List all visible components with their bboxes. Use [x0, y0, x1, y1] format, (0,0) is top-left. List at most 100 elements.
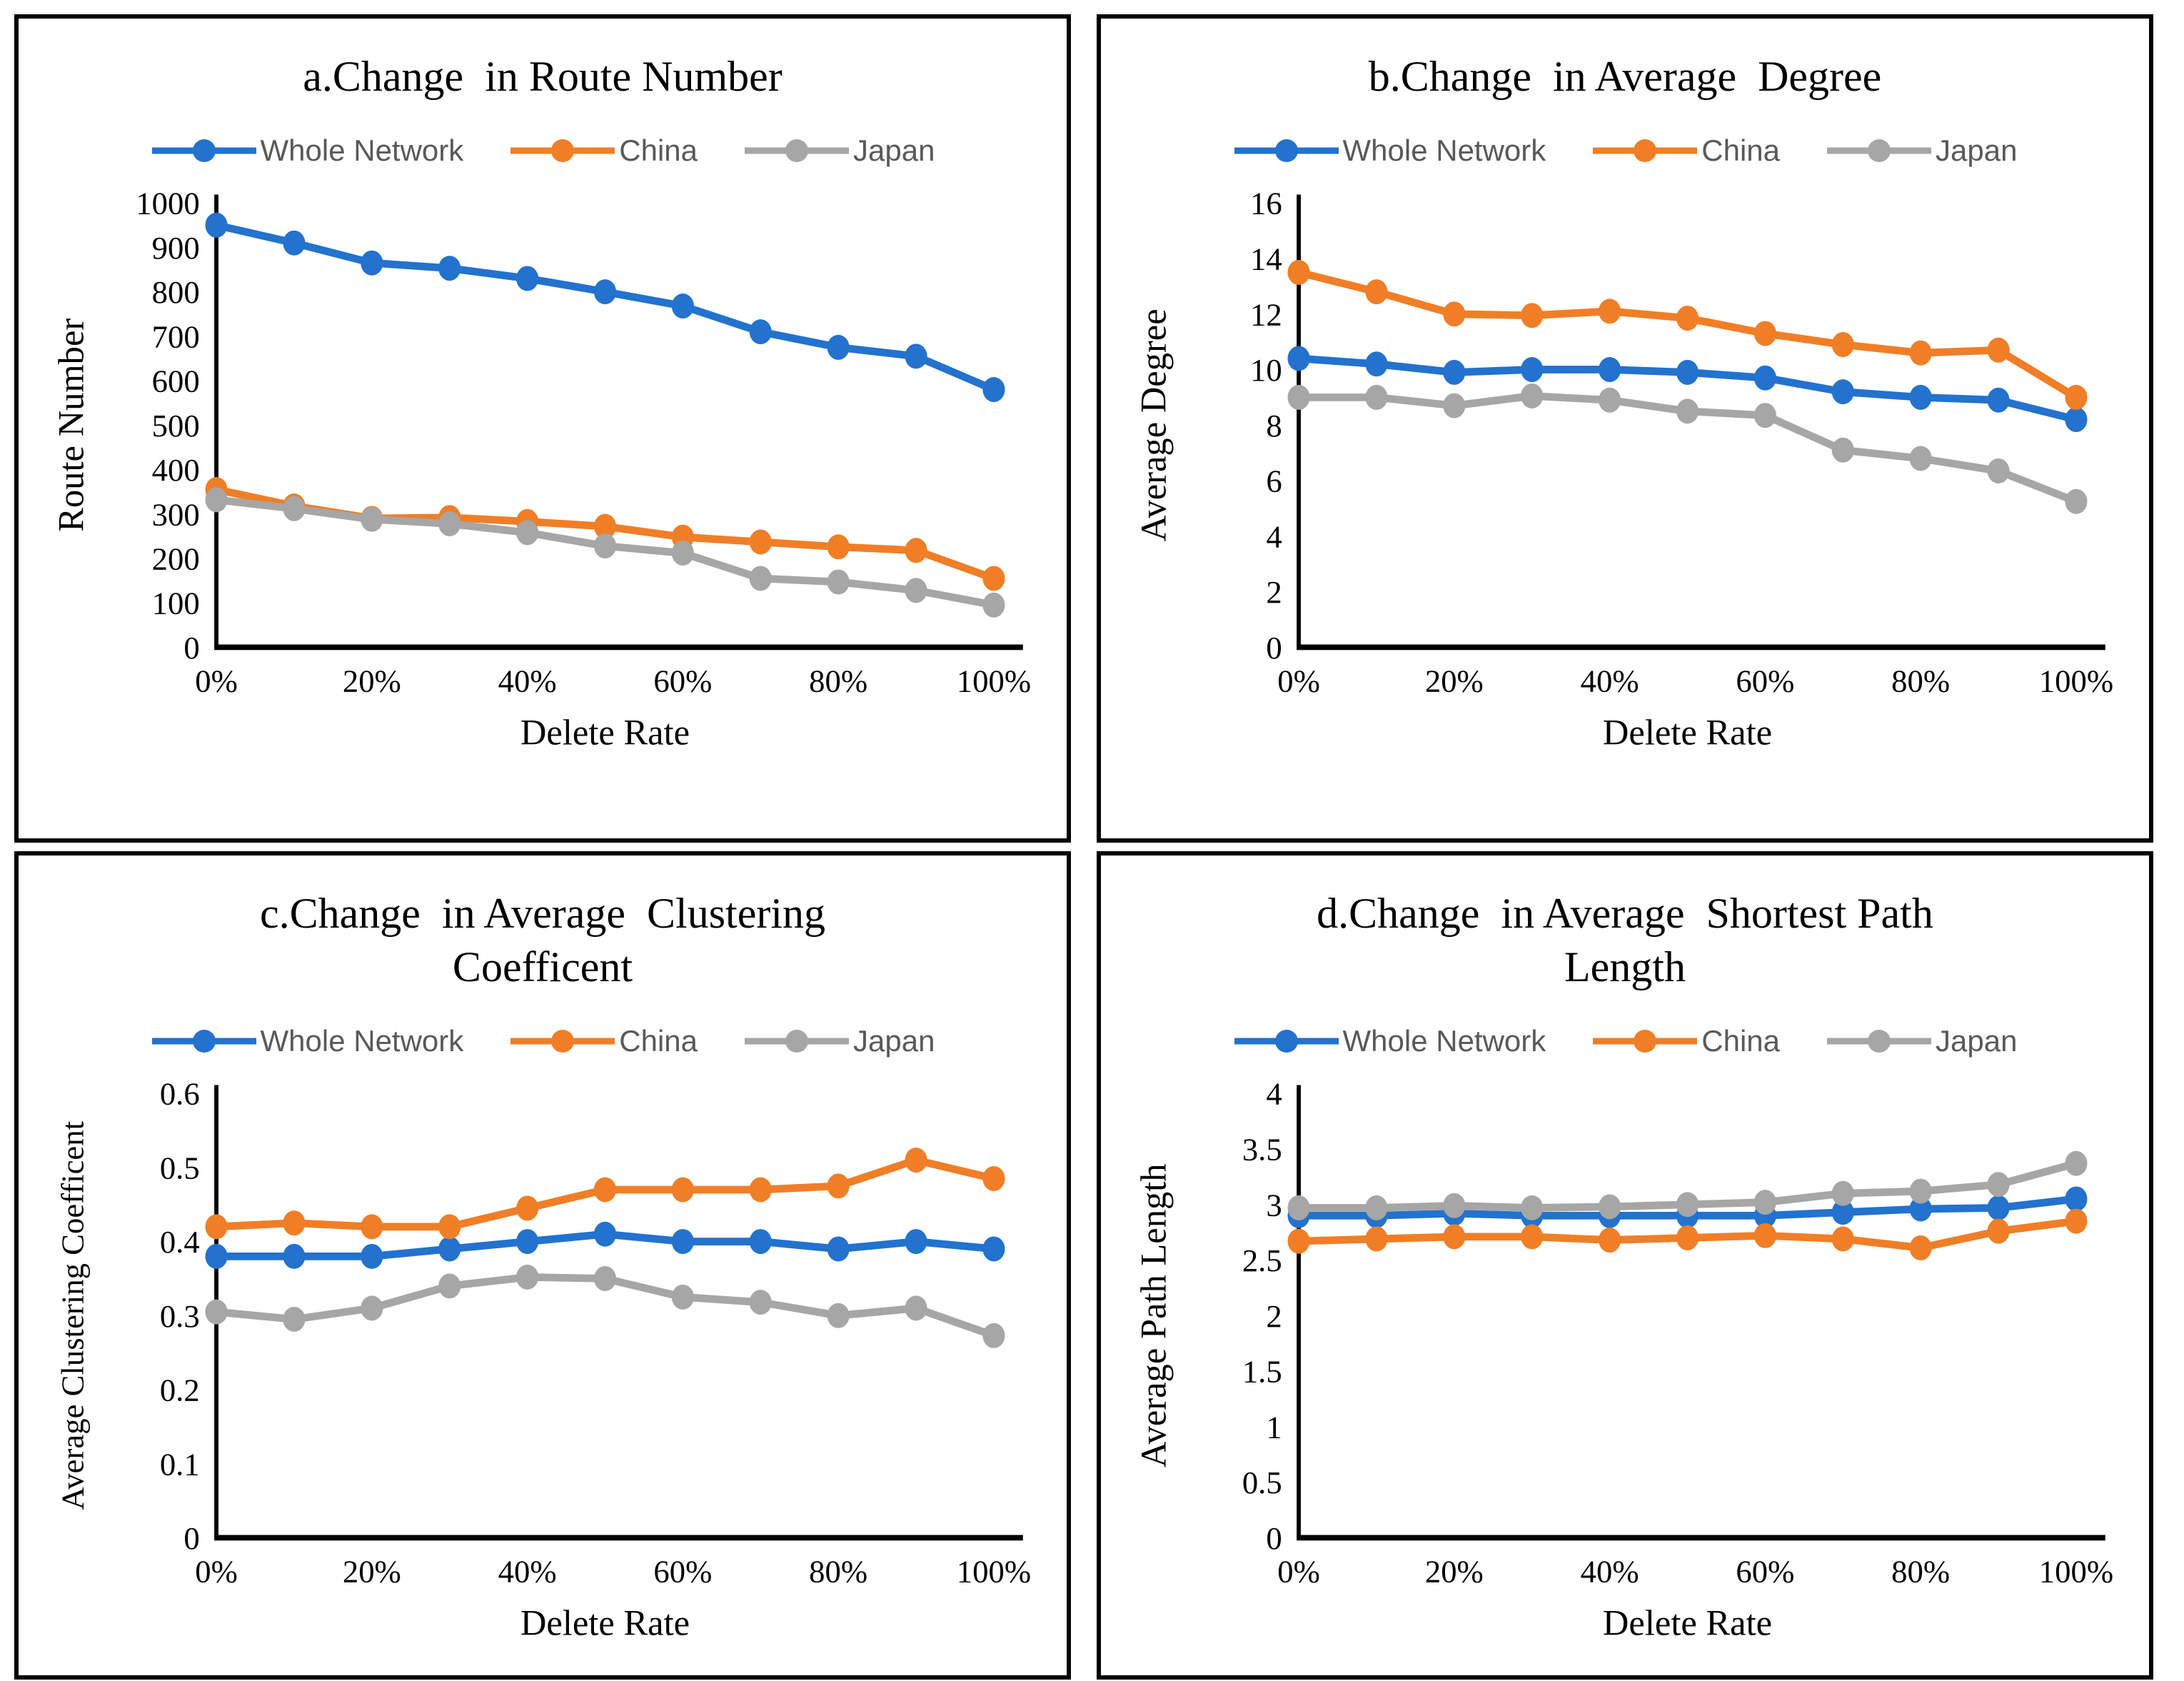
legend-item-china: China	[1591, 134, 1780, 168]
x-tick-label: 0%	[195, 1554, 238, 1590]
x-tick-label: 60%	[1736, 663, 1794, 699]
data-point-china	[1987, 1218, 2010, 1244]
series-line-whole-network	[212, 221, 998, 393]
x-tick-label: 20%	[1425, 1554, 1484, 1590]
data-point-whole-network	[1831, 1200, 1854, 1225]
data-point-japan	[593, 1265, 617, 1291]
x-tick-label: 40%	[1581, 1554, 1639, 1590]
line-dot-marker-icon	[1234, 1030, 1339, 1053]
data-point-china	[1753, 1223, 1776, 1248]
data-point-japan	[205, 1299, 228, 1325]
data-point-china	[1521, 1224, 1544, 1250]
y-axis-title: Average Path Length	[1133, 1163, 1173, 1467]
y-tick-label: 2.5	[1242, 1243, 1282, 1278]
x-tick-label: 60%	[1736, 1554, 1794, 1590]
y-tick-label: 500	[152, 408, 200, 443]
legend-label: China	[619, 1024, 698, 1058]
line-dot-marker-icon	[151, 139, 256, 162]
data-point-whole-network	[593, 279, 617, 305]
x-tick-label: 40%	[498, 1554, 557, 1590]
x-tick-label: 60%	[653, 663, 712, 699]
clustering-coefficient-line-chart: 0 0.1 0.2 0.3 0.4 0.5 0.6 0% 20% 40% 60% 80% 100% Del…	[54, 1076, 1031, 1643]
x-axis-title: Delete Rate	[1603, 713, 1772, 753]
data-point-whole-network	[1521, 357, 1544, 383]
data-point-japan	[1676, 398, 1699, 424]
data-point-japan	[1287, 1195, 1310, 1220]
data-point-whole-network	[1443, 359, 1466, 385]
data-point-japan	[1753, 403, 1776, 428]
data-point-japan	[283, 1306, 306, 1332]
data-point-china	[1287, 1228, 1310, 1254]
data-point-whole-network	[1599, 357, 1621, 383]
data-point-china	[1676, 1225, 1699, 1250]
chart-a-title: a.Change in Route Number	[303, 53, 782, 100]
series-china	[205, 1148, 1005, 1240]
y-axis-title: Route Number	[51, 318, 91, 532]
legend-label: China	[619, 134, 698, 167]
chart-a-legend: Whole Network China Japan	[151, 134, 935, 168]
data-point-whole-network	[905, 343, 927, 369]
data-point-japan	[1443, 1193, 1466, 1218]
series-japan	[1287, 1150, 2088, 1220]
series-japan	[1287, 383, 2088, 514]
data-point-japan	[1987, 1172, 2010, 1198]
data-point-japan	[905, 1295, 927, 1321]
y-tick-label: 400	[152, 452, 200, 488]
x-tick-label: 40%	[1581, 663, 1639, 699]
y-tick-label: 800	[152, 274, 200, 310]
data-point-china	[283, 1210, 306, 1236]
data-point-japan	[2065, 488, 2088, 514]
legend-label: Japan	[1936, 134, 2018, 167]
data-point-japan	[1909, 446, 1932, 471]
series-japan	[205, 487, 1005, 618]
line-dot-marker-icon	[510, 1030, 615, 1053]
data-point-china	[593, 1177, 617, 1203]
data-point-japan	[1831, 1180, 1854, 1206]
data-point-japan	[1831, 437, 1854, 463]
data-point-whole-network	[1987, 1195, 2010, 1220]
legend-label: Japan	[1936, 1024, 2018, 1058]
data-point-china	[1987, 337, 2010, 363]
y-tick-label: 0.3	[160, 1298, 200, 1334]
panel-b-average-degree: b.Change in Average Degree Whole Network…	[1097, 14, 2153, 843]
data-point-china	[982, 566, 1005, 591]
y-tick-label: 0.5	[160, 1150, 200, 1185]
data-point-japan	[361, 506, 383, 532]
y-tick-label: 0	[1266, 630, 1282, 666]
data-point-japan	[1365, 384, 1388, 410]
line-dot-marker-icon	[1234, 139, 1339, 162]
legend-label: China	[1701, 134, 1781, 167]
data-point-whole-network	[283, 1243, 306, 1269]
data-point-china	[905, 1148, 927, 1173]
legend-item-japan: Japan	[743, 134, 935, 168]
shortest-path-line-chart: 00.511.522.533.540% 20% 40% 60% 80% 100%Delet…	[1133, 1076, 2113, 1643]
data-point-china	[1909, 1235, 1932, 1260]
y-tick-label: 600	[152, 363, 200, 399]
legend-label: Whole Network	[260, 134, 464, 167]
x-tick-label: 20%	[343, 1554, 401, 1590]
panel-c-clustering-coefficient: c.Change in Average Clustering Coefficen…	[14, 851, 1071, 1680]
y-tick-label: 0	[183, 1520, 199, 1556]
data-point-whole-network	[516, 266, 539, 291]
legend-item-whole-network: Whole Network	[1233, 134, 1546, 168]
y-tick-label: 0	[1266, 1520, 1282, 1556]
data-point-china	[671, 1177, 694, 1203]
y-tick-label: 1	[1266, 1409, 1282, 1445]
data-point-china	[593, 513, 617, 539]
x-tick-label: 40%	[498, 663, 557, 699]
data-point-whole-network	[1909, 384, 1932, 410]
data-point-japan	[1909, 1178, 1932, 1204]
data-point-japan	[905, 578, 927, 603]
data-point-japan	[1599, 1194, 1621, 1220]
data-point-china	[1599, 1228, 1621, 1253]
data-point-whole-network	[1831, 379, 1854, 405]
data-point-china	[1676, 306, 1699, 331]
data-point-japan	[438, 511, 461, 536]
series-china	[1287, 259, 2088, 410]
y-tick-label: 3.5	[1242, 1132, 1282, 1168]
series-whole-network	[1287, 346, 2088, 433]
legend-label: Japan	[853, 134, 935, 167]
data-point-whole-network	[2065, 407, 2088, 433]
y-tick-label: 900	[152, 230, 200, 266]
data-point-whole-network	[749, 1229, 772, 1255]
